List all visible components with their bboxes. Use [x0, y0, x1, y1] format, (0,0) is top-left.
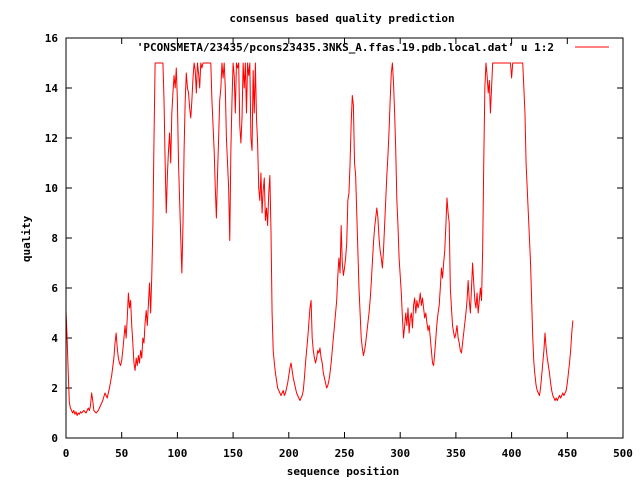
series-line-0 — [65, 62, 574, 416]
y-tick-label: 12 — [45, 132, 58, 145]
x-tick-label: 0 — [63, 447, 70, 460]
y-tick-label: 6 — [51, 282, 58, 295]
x-tick-label: 150 — [223, 447, 243, 460]
y-axis-label: quality — [20, 215, 33, 262]
y-tick-label: 14 — [45, 82, 59, 95]
x-tick-label: 200 — [279, 447, 299, 460]
x-tick-label: 50 — [115, 447, 128, 460]
y-tick-label: 16 — [45, 32, 59, 45]
y-tick-label: 2 — [51, 382, 58, 395]
chart-title: consensus based quality prediction — [229, 12, 454, 25]
legend-label: 'PCONSMETA/23435/pcons23435.3NKS_A.ffas.… — [137, 41, 554, 54]
x-tick-label: 100 — [167, 447, 187, 460]
y-tick-label: 0 — [51, 432, 58, 445]
x-tick-label: 250 — [335, 447, 355, 460]
x-tick-label: 350 — [446, 447, 466, 460]
plot-area-border — [65, 37, 624, 439]
y-tick-label: 10 — [45, 182, 58, 195]
x-tick-label: 400 — [502, 447, 522, 460]
axis-ticks: 0 50 100 150 200 250 300 350 400 450 500 0 2 4 6 8 10 12 1… — [45, 32, 633, 460]
series-group — [65, 62, 574, 416]
x-tick-label: 500 — [613, 447, 633, 460]
x-axis-label: sequence position — [287, 465, 400, 478]
x-tick-label: 300 — [390, 447, 410, 460]
y-tick-label: 4 — [51, 332, 58, 345]
x-tick-label: 450 — [557, 447, 577, 460]
y-tick-label: 8 — [51, 232, 58, 245]
